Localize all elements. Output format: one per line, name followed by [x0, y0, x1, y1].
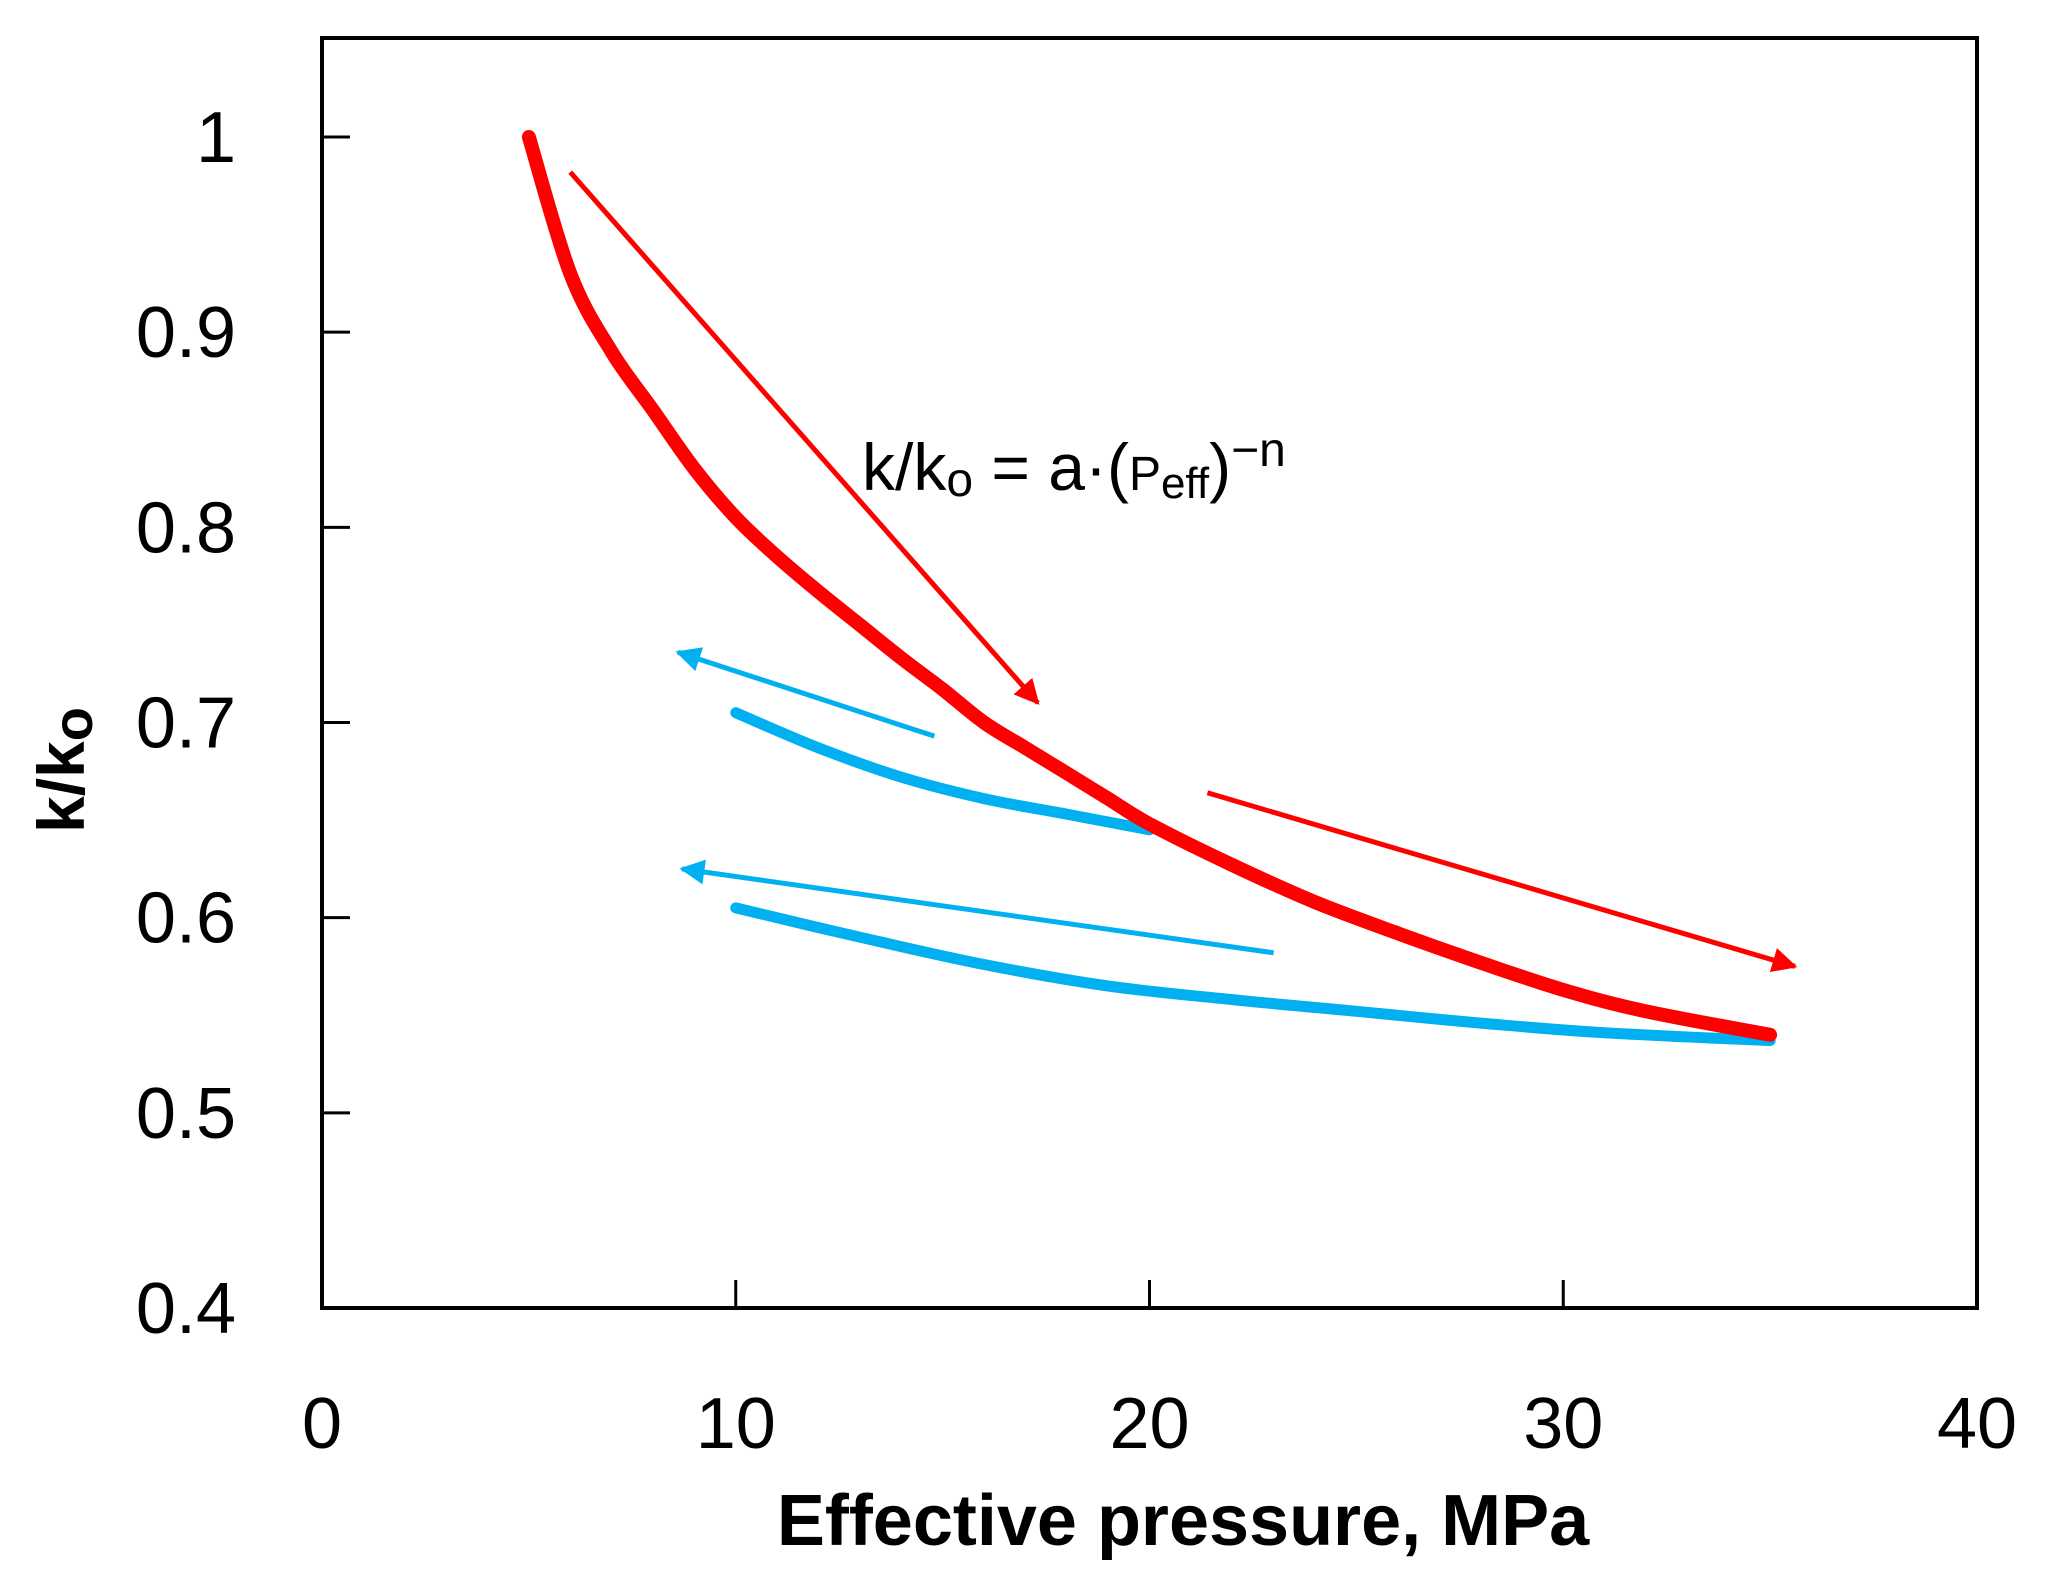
series-line-unloading-35: [730, 902, 1776, 1047]
y-tick-label: 0.9: [136, 293, 236, 373]
x-tick-label: 20: [1109, 1384, 1189, 1464]
y-tick-label: 0.6: [136, 879, 236, 959]
x-tick-label: 10: [696, 1384, 776, 1464]
equation-annotation: k/ko = a·(Peff)−n: [862, 424, 1286, 508]
equation-p: P: [1129, 448, 1161, 501]
y-tick-label: 0.8: [136, 488, 236, 568]
y-tick-label: 1: [196, 98, 236, 178]
y-tick-label: 0.4: [136, 1269, 236, 1349]
series-line-loading: [521, 130, 1778, 1042]
y-axis: 0.4 0.5 0.6 0.7 0.8 0.9 1: [136, 98, 350, 1349]
blue-arrow: [679, 859, 1274, 956]
equation-main: k/k: [862, 430, 947, 504]
equation-sub-eff: eff: [1161, 459, 1210, 508]
x-axis-title: Effective pressure, MPa: [777, 1481, 1590, 1561]
plot-frame: [320, 36, 1979, 1310]
x-axis: 0 10 20 30 40: [302, 1280, 2017, 1464]
blue-arrow: [675, 647, 936, 739]
series-line-unloading-20: [730, 707, 1155, 836]
equation-close: ): [1209, 430, 1231, 504]
arrow-layer: [568, 170, 1798, 973]
red-arrow: [1206, 790, 1798, 973]
y-tick-label: 0.7: [136, 684, 236, 764]
red-arrow: [568, 170, 1040, 705]
equation-middle: = a·(: [973, 430, 1129, 504]
x-tick-label: 0: [302, 1384, 342, 1464]
equation-sub-o: o: [946, 454, 973, 507]
equation-exponent: −n: [1231, 424, 1286, 477]
y-tick-label: 0.5: [136, 1074, 236, 1154]
series-layer: [521, 130, 1778, 1047]
x-tick-label: 30: [1523, 1384, 1603, 1464]
x-tick-label: 40: [1937, 1384, 2017, 1464]
y-axis-title: k/ko: [24, 707, 104, 833]
